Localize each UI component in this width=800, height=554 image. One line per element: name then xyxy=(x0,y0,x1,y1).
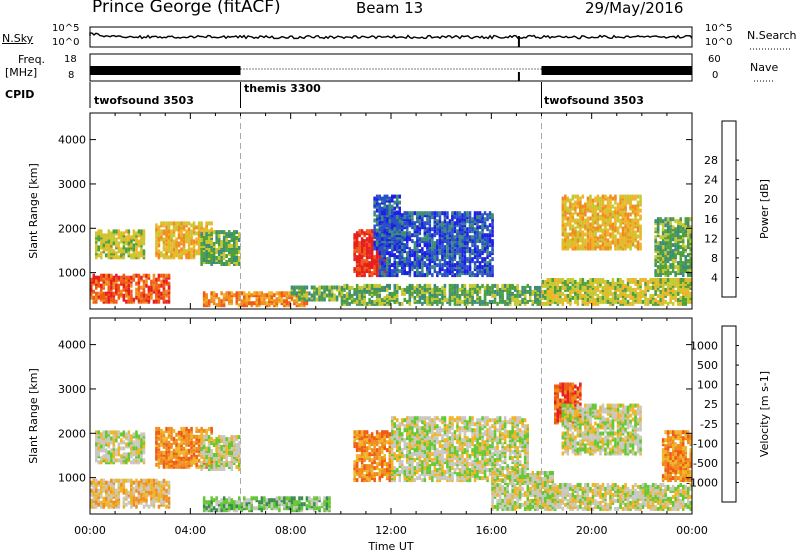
colorbar-tick-label: 28 xyxy=(704,154,718,167)
y-tick-label: 2000 xyxy=(58,222,86,235)
noise-tick-right-bottom: 10^0 xyxy=(705,37,733,48)
x-tick-label: 20:00 xyxy=(576,524,608,537)
nsky-label: N.Sky xyxy=(2,32,34,45)
y-axis-label: Slant Range [km] xyxy=(27,368,40,464)
nave-tick-top: 60 xyxy=(708,54,721,65)
colorbar-label: Velocity [m s-1] xyxy=(758,371,771,457)
x-tick-label: 08:00 xyxy=(275,524,307,537)
beam-title: Beam 13 xyxy=(356,0,424,17)
colorbar-tick-label: -1000 xyxy=(686,476,718,489)
freq-band-1 xyxy=(90,66,241,75)
freq-tick-top: 18 xyxy=(64,54,77,65)
y-tick-label: 1000 xyxy=(58,472,86,485)
colorbar-tick-label: 100 xyxy=(697,379,718,392)
freq-tick-bottom: 8 xyxy=(68,70,75,81)
colorbar-tick-label: -100 xyxy=(693,437,718,450)
date-title: 29/May/2016 xyxy=(585,0,684,17)
panel-power: 1000 2000 3000 4000 Slant Range [km] 4 8 12 16 20… xyxy=(27,112,771,310)
colorbar-tick-label: 500 xyxy=(697,359,718,372)
colorbar-tick-label: 20 xyxy=(704,193,718,206)
colorbar-label: Power [dB] xyxy=(758,179,771,239)
y-tick-label: 3000 xyxy=(58,383,86,396)
colorbar-tick-label: 4 xyxy=(711,271,718,284)
noise-tick-left-top: 10^5 xyxy=(52,23,80,34)
noise-sky-line xyxy=(89,32,693,40)
colorbar-tick-label: 1000 xyxy=(690,340,718,353)
x-axis-label: Time UT xyxy=(367,540,413,553)
x-tick-label: 04:00 xyxy=(174,524,206,537)
x-tick-label: 12:00 xyxy=(375,524,407,537)
noise-strip-frame xyxy=(89,26,693,48)
noise-tick-left-bottom: 10^0 xyxy=(52,37,80,48)
x-tick-label: 16:00 xyxy=(475,524,507,537)
colorbar-tick-label: 8 xyxy=(711,252,718,265)
colorbar-frame xyxy=(721,120,737,298)
colorbar-tick-label: -500 xyxy=(693,457,718,470)
colorbar-frame xyxy=(721,325,737,503)
noise-tick-right-top: 10^5 xyxy=(705,23,733,34)
x-tick-label: 00:00 xyxy=(676,524,708,537)
station-title: Prince George (fitACF) xyxy=(92,0,281,17)
colorbar-tick-label: 12 xyxy=(704,232,718,245)
cpid-label: CPID xyxy=(5,88,35,101)
freq-band-2 xyxy=(541,66,692,75)
y-tick-label: 3000 xyxy=(58,178,86,191)
y-tick-label: 1000 xyxy=(58,267,86,280)
nsearch-label: N.Search xyxy=(747,29,797,42)
colorbar-tick-label: 25 xyxy=(704,398,718,411)
freq-unit-label: [MHz] xyxy=(5,66,38,79)
y-tick-label: 2000 xyxy=(58,427,86,440)
colorbar-tick-label: 16 xyxy=(704,213,718,226)
freq-label: Freq. xyxy=(18,53,46,66)
x-tick-label: 00:00 xyxy=(74,524,106,537)
cpid-segment-3: twofsound 3503 xyxy=(544,94,644,107)
y-tick-label: 4000 xyxy=(58,134,86,147)
nave-label: Nave xyxy=(750,61,779,74)
cpid-segment-2: themis 3300 xyxy=(244,82,321,95)
y-tick-label: 4000 xyxy=(58,339,86,352)
panel-velocity: 1000 2000 3000 4000 Slant Range [km] 1000 500 1… xyxy=(27,317,771,515)
y-axis-label: Slant Range [km] xyxy=(27,163,40,259)
colorbar-tick-label: -25 xyxy=(700,418,718,431)
cpid-segment-1: twofsound 3503 xyxy=(94,94,194,107)
nave-tick-bottom: 0 xyxy=(712,70,719,81)
colorbar-tick-label: 24 xyxy=(704,174,718,187)
